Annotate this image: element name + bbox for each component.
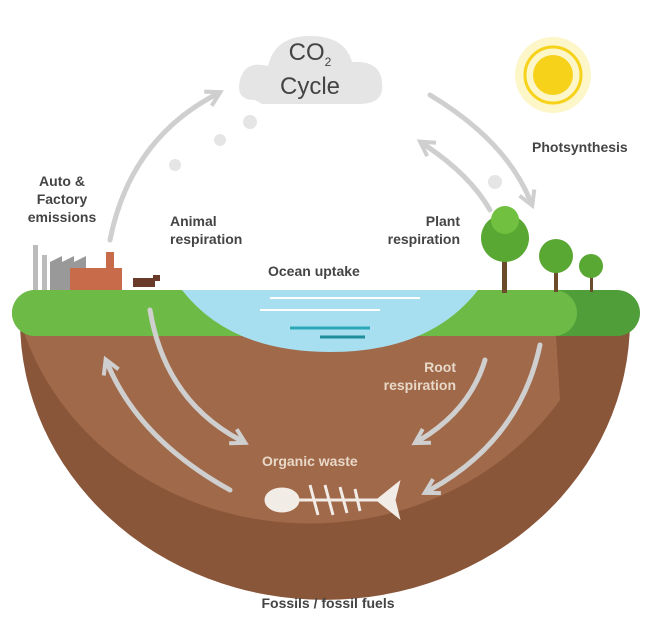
label: Photsynthesis <box>532 139 628 155</box>
puff <box>243 115 257 129</box>
chimney <box>42 255 47 290</box>
factory-chimney <box>106 252 114 270</box>
label: Ocean uptake <box>268 263 360 279</box>
title: Cycle <box>280 73 340 100</box>
arrow <box>425 145 490 210</box>
chimney <box>33 245 38 290</box>
cow-head <box>153 275 160 281</box>
sun <box>533 55 573 95</box>
tree <box>539 239 573 273</box>
factory-building <box>70 268 122 290</box>
tree <box>579 254 603 278</box>
tree <box>491 206 519 234</box>
label: Organic waste <box>262 453 358 469</box>
puff <box>488 175 502 189</box>
label: Fossils / fossil fuels <box>261 595 394 611</box>
puff <box>214 134 226 146</box>
arrow <box>430 95 530 200</box>
co2-cycle-diagram: CO2 Cycle Auto &Factoryemissions Animalr… <box>0 0 655 618</box>
puff <box>169 159 181 171</box>
cow <box>133 278 155 287</box>
